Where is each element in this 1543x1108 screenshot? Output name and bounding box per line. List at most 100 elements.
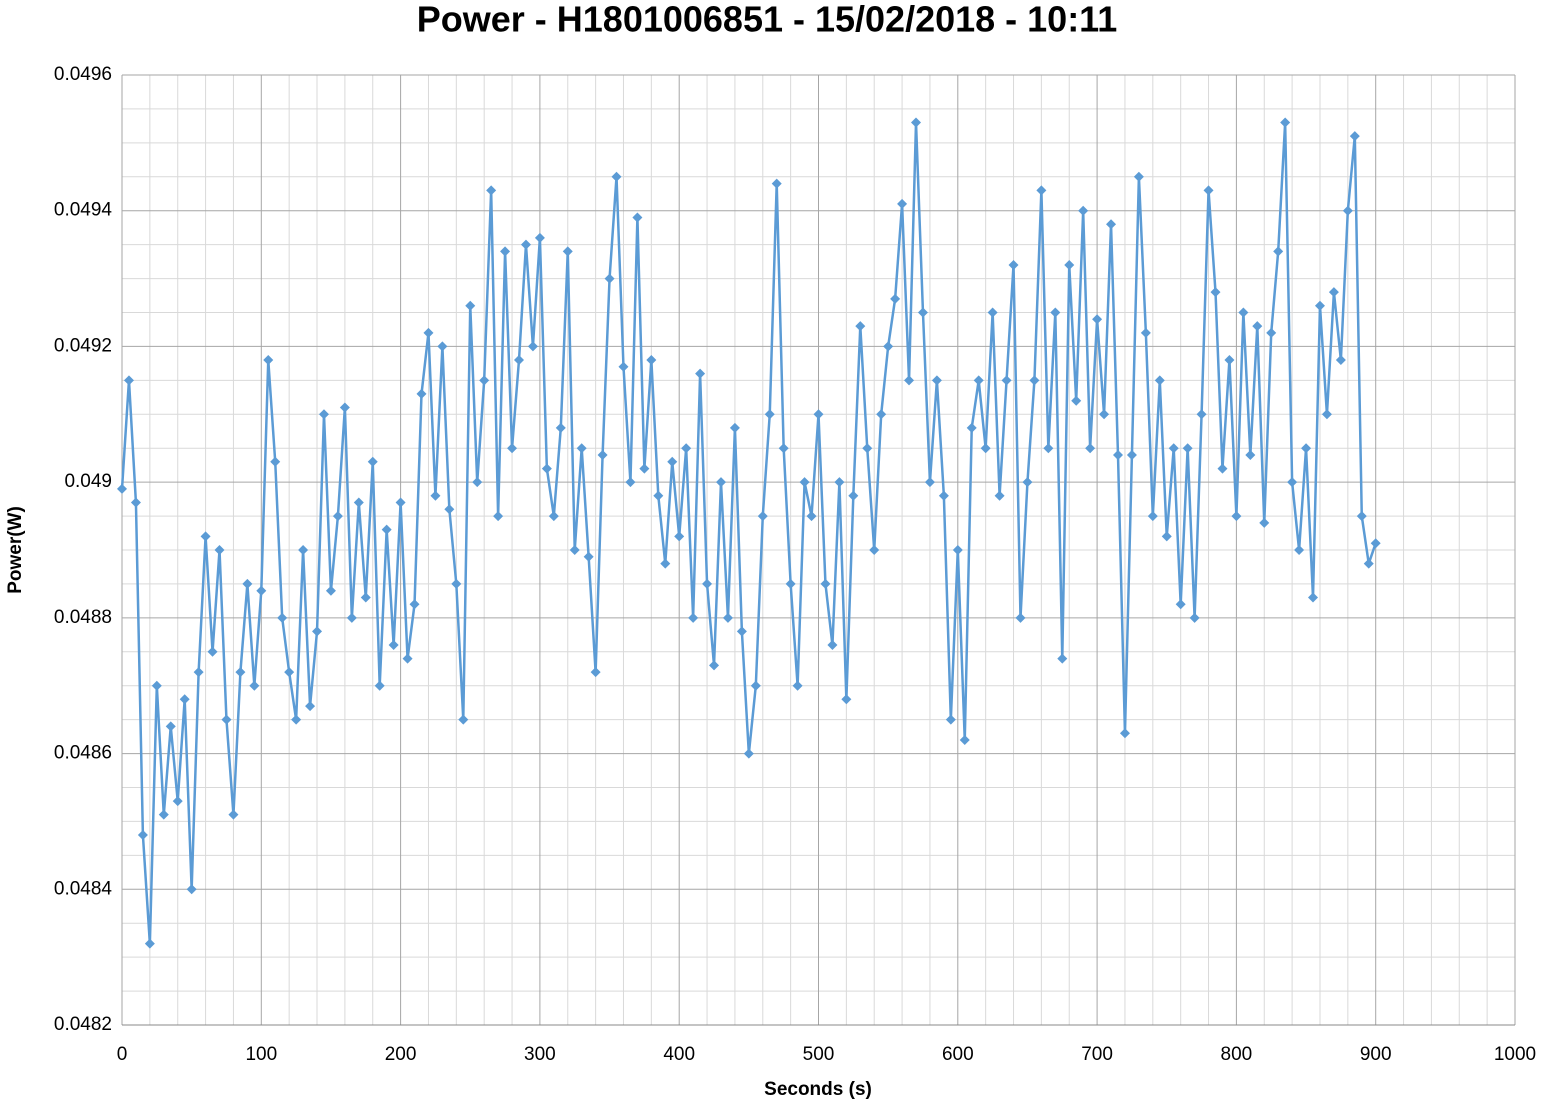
data-point xyxy=(813,409,824,420)
data-point xyxy=(444,504,455,515)
data-point xyxy=(890,293,901,304)
data-point xyxy=(235,667,246,678)
x-tick-label: 700 xyxy=(1081,1044,1113,1065)
x-tick-label: 200 xyxy=(385,1044,417,1065)
data-point xyxy=(841,694,852,705)
data-point xyxy=(123,375,134,386)
data-point xyxy=(305,701,316,712)
data-point xyxy=(1182,443,1193,454)
data-point xyxy=(980,443,991,454)
data-point xyxy=(632,212,643,223)
data-point xyxy=(158,809,169,820)
data-point xyxy=(855,321,866,332)
data-point xyxy=(959,735,970,745)
data-point xyxy=(897,198,908,209)
data-point xyxy=(374,680,385,691)
x-tick-label: 800 xyxy=(1221,1044,1253,1065)
data-point xyxy=(924,477,935,488)
data-point xyxy=(1161,531,1172,542)
data-point xyxy=(249,680,260,691)
data-point xyxy=(966,422,977,433)
data-point xyxy=(367,456,378,467)
data-point xyxy=(653,490,664,501)
data-point xyxy=(179,694,190,705)
data-point xyxy=(200,531,211,542)
x-tick-label: 400 xyxy=(663,1044,695,1065)
data-point xyxy=(409,599,420,610)
x-tick-label: 300 xyxy=(524,1044,556,1065)
data-point xyxy=(1099,409,1110,420)
data-point xyxy=(917,307,928,318)
data-point xyxy=(695,368,706,379)
data-point xyxy=(646,355,657,365)
data-point xyxy=(1064,260,1075,270)
data-point xyxy=(625,477,636,488)
data-point xyxy=(312,626,323,637)
data-point xyxy=(771,178,782,189)
data-point xyxy=(1119,728,1130,739)
y-tick-label: 0.0492 xyxy=(54,335,112,356)
data-point xyxy=(1342,205,1353,216)
data-point xyxy=(395,497,406,508)
data-point xyxy=(1294,545,1305,555)
data-point xyxy=(757,511,768,522)
data-point xyxy=(1008,260,1019,270)
y-tick-label: 0.0494 xyxy=(54,200,113,221)
data-point xyxy=(1001,375,1012,386)
data-point xyxy=(799,477,810,488)
data-point xyxy=(1356,511,1367,522)
data-point xyxy=(130,497,141,508)
data-point xyxy=(736,626,747,637)
data-point xyxy=(1210,287,1221,298)
data-point xyxy=(1022,477,1033,488)
data-point xyxy=(590,667,601,678)
data-point xyxy=(618,361,629,372)
data-point xyxy=(1196,409,1207,420)
data-point xyxy=(117,483,127,494)
data-point xyxy=(1154,375,1165,386)
data-point xyxy=(1106,219,1117,230)
data-point xyxy=(743,748,754,759)
data-point xyxy=(674,531,685,542)
data-point xyxy=(242,578,253,589)
data-point xyxy=(137,830,148,840)
data-point xyxy=(465,300,476,311)
data-point xyxy=(284,667,295,678)
data-point xyxy=(1363,558,1374,569)
data-point xyxy=(486,185,497,196)
data-point xyxy=(214,545,225,555)
y-tick-label: 0.049 xyxy=(64,471,112,492)
data-point xyxy=(423,327,434,338)
data-point xyxy=(318,409,329,420)
data-point xyxy=(1217,463,1228,474)
data-point xyxy=(256,585,267,596)
data-point xyxy=(548,511,559,522)
data-point xyxy=(228,809,239,820)
data-point xyxy=(806,511,817,522)
data-point xyxy=(973,375,984,386)
data-point xyxy=(660,558,671,569)
data-point xyxy=(931,375,942,386)
data-point xyxy=(1140,327,1151,338)
data-point xyxy=(1335,355,1346,365)
data-point xyxy=(291,714,302,725)
data-point xyxy=(1092,314,1103,325)
data-point xyxy=(1287,477,1298,488)
data-point xyxy=(1252,321,1263,332)
data-point xyxy=(792,680,803,691)
data-point xyxy=(597,450,608,460)
data-point xyxy=(151,680,162,691)
data-point xyxy=(904,375,915,386)
data-point xyxy=(437,341,448,352)
data-point xyxy=(507,443,518,454)
data-point xyxy=(221,714,232,725)
data-point xyxy=(270,456,281,467)
data-point xyxy=(472,477,483,488)
data-point xyxy=(1224,355,1235,365)
data-point xyxy=(994,490,1005,501)
data-point xyxy=(869,545,880,555)
data-line xyxy=(120,121,1377,945)
y-tick-label: 0.0482 xyxy=(54,1014,112,1035)
